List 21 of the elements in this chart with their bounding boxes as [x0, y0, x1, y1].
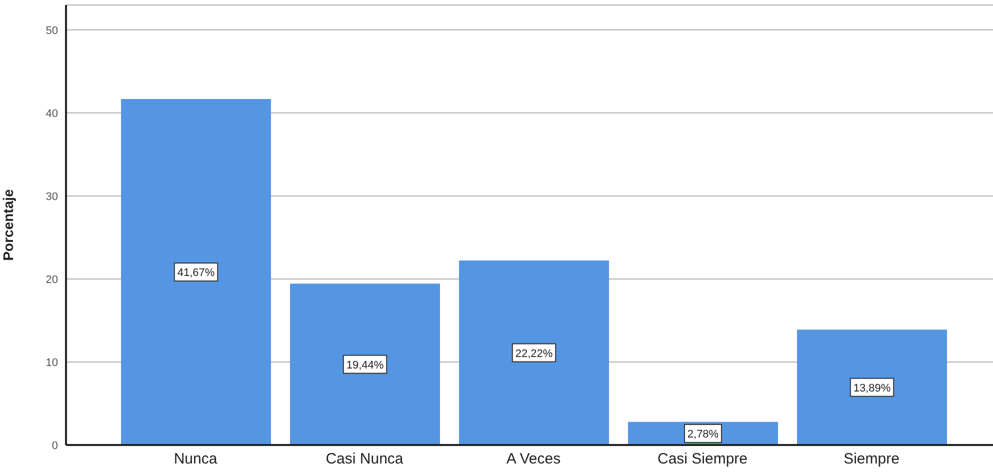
x-tick-label: Casi Siempre: [657, 450, 748, 468]
y-tick-label: 0: [52, 440, 58, 452]
bar: [797, 330, 947, 445]
data-label: 2,78%: [687, 428, 719, 440]
y-axis-title: Porcentaje: [0, 188, 16, 261]
data-label: 19,44%: [346, 359, 384, 372]
data-label: 13,89%: [853, 382, 891, 394]
y-tick-label: 10: [46, 356, 58, 369]
data-label: 22,22%: [515, 348, 553, 360]
data-label: 41,67%: [177, 267, 215, 280]
bar: [459, 260, 609, 445]
y-tick-label: 30: [46, 190, 58, 203]
x-tick-label: Casi Nunca: [326, 450, 404, 468]
y-tick-label: 50: [46, 24, 58, 37]
x-tick-label: Siempre: [844, 450, 900, 468]
bar: [290, 284, 440, 445]
y-tick-label: 40: [46, 108, 58, 120]
x-tick-label: A Veces: [506, 450, 561, 468]
bar: [121, 99, 271, 445]
y-tick-label: 20: [46, 274, 58, 286]
x-tick-label: Nunca: [174, 450, 218, 468]
